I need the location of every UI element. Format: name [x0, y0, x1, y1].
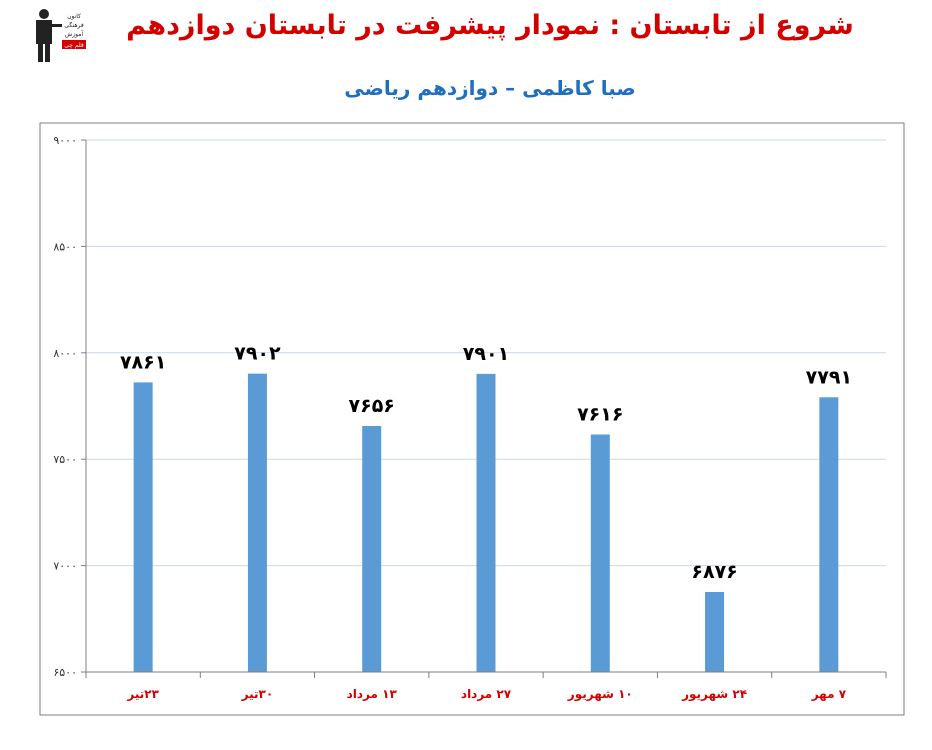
- y-tick-label: ۶۵۰۰: [53, 666, 77, 679]
- data-label: ۷۸۶۱: [120, 351, 166, 373]
- bar: [705, 591, 725, 672]
- chart-subtitle: صبا کاظمی – دوازدهم ریاضی: [344, 76, 636, 100]
- data-label: ۷۷۹۱: [806, 366, 852, 388]
- data-label: ۷۶۵۶: [349, 395, 395, 417]
- bar: [590, 434, 610, 672]
- y-tick-label: ۷۰۰۰: [53, 560, 77, 573]
- x-tick-label: ۷ مهر: [811, 687, 847, 701]
- x-tick-label: ۱۳ مرداد: [347, 687, 398, 701]
- svg-text:آموزش: آموزش: [65, 29, 84, 38]
- bar: [247, 373, 267, 672]
- bar: [133, 382, 153, 672]
- chart-frame: [39, 122, 905, 716]
- svg-text:کانون: کانون: [67, 13, 81, 20]
- x-tick-label: ۱۰ شهریور: [567, 687, 633, 702]
- logo: کانون فرهنگی آموزش قلم چی: [30, 6, 90, 66]
- logo-graphic: کانون فرهنگی آموزش قلم چی: [36, 9, 86, 62]
- x-tick-label: ۲۴ شهریور: [681, 687, 747, 702]
- y-tick-label: ۸۰۰۰: [53, 347, 77, 360]
- data-labels: ۷۸۶۱ ۷۹۰۲ ۷۶۵۶ ۷۹۰۱ ۷۶۱۶ ۶۸۷۶ ۷۷۹۱: [120, 343, 852, 583]
- bars: [133, 373, 839, 672]
- data-label: ۷۶۱۶: [577, 404, 623, 426]
- x-tick-label: ۲۷ مرداد: [461, 687, 512, 701]
- data-label: ۷۹۰۲: [234, 343, 281, 365]
- y-tick-label: ۸۵۰۰: [53, 240, 77, 253]
- bar: [819, 397, 839, 672]
- y-axis-ticks: ۶۵۰۰ ۷۰۰۰ ۷۵۰۰ ۸۰۰۰ ۸۵۰۰ ۹۰۰۰: [53, 134, 86, 679]
- x-tick-label: ۲۳تیر: [126, 687, 159, 701]
- svg-text:قلم چی: قلم چی: [64, 42, 84, 49]
- y-tick-label: ۷۵۰۰: [53, 453, 77, 466]
- y-tick-label: ۹۰۰۰: [53, 134, 77, 147]
- x-tick-label: ۳۰تیر: [241, 687, 274, 701]
- data-label: ۷۹۰۱: [463, 343, 509, 365]
- x-axis-ticks: ۲۳تیر ۳۰تیر ۱۳ مرداد ۲۷ مرداد ۱۰ شهریور ۲۴ شه…: [85, 672, 887, 702]
- bar: [476, 373, 496, 672]
- bar: [362, 426, 382, 672]
- chart-title: شروع از تابستان : نمودار پیشرفت در تابست…: [126, 10, 854, 41]
- svg-text:فرهنگی: فرهنگی: [64, 21, 84, 29]
- data-label: ۶۸۷۶: [691, 561, 737, 583]
